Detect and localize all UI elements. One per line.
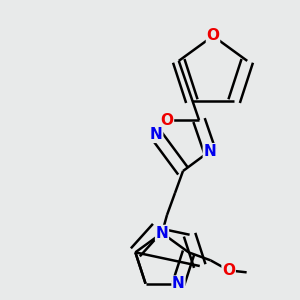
Text: N: N [203, 144, 216, 159]
Text: O: O [222, 263, 235, 278]
Text: N: N [150, 127, 163, 142]
Text: O: O [206, 28, 220, 44]
Text: N: N [156, 226, 168, 241]
Text: O: O [160, 112, 173, 128]
Text: N: N [172, 276, 185, 291]
